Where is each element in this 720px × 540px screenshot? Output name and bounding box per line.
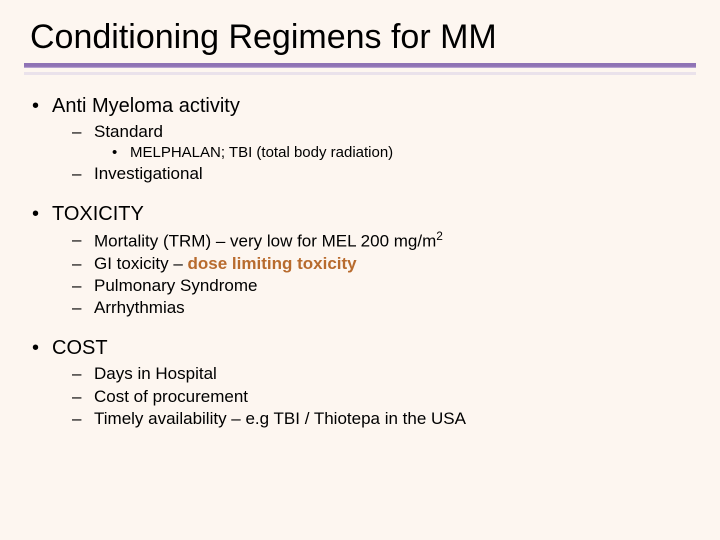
slide-title: Conditioning Regimens for MM bbox=[24, 18, 696, 57]
item-toxicity: • TOXICITY – Mortality (TRM) – very low … bbox=[32, 201, 696, 319]
sublist: – Days in Hospital – Cost of procurement… bbox=[32, 363, 696, 429]
bullet-icon: • bbox=[32, 93, 52, 119]
subitem-investigational: – Investigational bbox=[72, 163, 696, 185]
sublist: – Standard • MELPHALAN; TBI (total body … bbox=[32, 121, 696, 185]
dash-icon: – bbox=[72, 121, 94, 143]
dash-icon: – bbox=[72, 297, 94, 319]
item-anti-myeloma: • Anti Myeloma activity – Standard • MEL… bbox=[32, 93, 696, 185]
slide: Conditioning Regimens for MM • Anti Myel… bbox=[0, 0, 720, 540]
dash-icon: – bbox=[72, 253, 94, 275]
subitem-label: Timely availability – e.g TBI / Thiotepa… bbox=[94, 408, 466, 430]
subitem-availability: – Timely availability – e.g TBI / Thiote… bbox=[72, 408, 696, 430]
title-accent-shadow bbox=[24, 72, 696, 75]
subitem-label: Standard bbox=[94, 121, 163, 143]
bullet-icon: • bbox=[32, 201, 52, 227]
text: Mortality (TRM) – very low for MEL 200 m… bbox=[94, 232, 436, 251]
subitem-gi-toxicity: – GI toxicity – dose limiting toxicity bbox=[72, 253, 696, 275]
subsublist: • MELPHALAN; TBI (total body radiation) bbox=[72, 143, 696, 163]
subitem-label: Investigational bbox=[94, 163, 203, 185]
bullet-icon: • bbox=[112, 143, 130, 163]
content-list: • Anti Myeloma activity – Standard • MEL… bbox=[24, 93, 696, 430]
superscript: 2 bbox=[436, 229, 443, 243]
subsubitem-label: MELPHALAN; TBI (total body radiation) bbox=[130, 143, 393, 163]
bullet-icon: • bbox=[32, 335, 52, 361]
title-accent-line bbox=[24, 63, 696, 68]
item-cost: • COST – Days in Hospital – Cost of proc… bbox=[32, 335, 696, 429]
dash-icon: – bbox=[72, 386, 94, 408]
item-label: Anti Myeloma activity bbox=[52, 93, 240, 119]
subitem-label: Cost of procurement bbox=[94, 386, 248, 408]
subitem-days: – Days in Hospital bbox=[72, 363, 696, 385]
subitem-standard: – Standard • MELPHALAN; TBI (total body … bbox=[72, 121, 696, 163]
item-label: COST bbox=[52, 335, 108, 361]
item-label: TOXICITY bbox=[52, 201, 144, 227]
dash-icon: – bbox=[72, 229, 94, 253]
dash-icon: – bbox=[72, 163, 94, 185]
subitem-label: Arrhythmias bbox=[94, 297, 185, 319]
emphasis-text: dose limiting toxicity bbox=[188, 254, 357, 273]
subitem-arrhythmias: – Arrhythmias bbox=[72, 297, 696, 319]
subitem-label: GI toxicity – dose limiting toxicity bbox=[94, 253, 357, 275]
dash-icon: – bbox=[72, 275, 94, 297]
subitem-mortality: – Mortality (TRM) – very low for MEL 200… bbox=[72, 229, 696, 253]
subitem-label: Pulmonary Syndrome bbox=[94, 275, 257, 297]
dash-icon: – bbox=[72, 408, 94, 430]
dash-icon: – bbox=[72, 363, 94, 385]
subitem-label: Days in Hospital bbox=[94, 363, 217, 385]
subitem-label: Mortality (TRM) – very low for MEL 200 m… bbox=[94, 229, 443, 253]
text: GI toxicity – bbox=[94, 254, 188, 273]
subitem-procurement: – Cost of procurement bbox=[72, 386, 696, 408]
subsubitem-melphalan: • MELPHALAN; TBI (total body radiation) bbox=[112, 143, 696, 163]
subitem-pulmonary: – Pulmonary Syndrome bbox=[72, 275, 696, 297]
sublist: – Mortality (TRM) – very low for MEL 200… bbox=[32, 229, 696, 319]
